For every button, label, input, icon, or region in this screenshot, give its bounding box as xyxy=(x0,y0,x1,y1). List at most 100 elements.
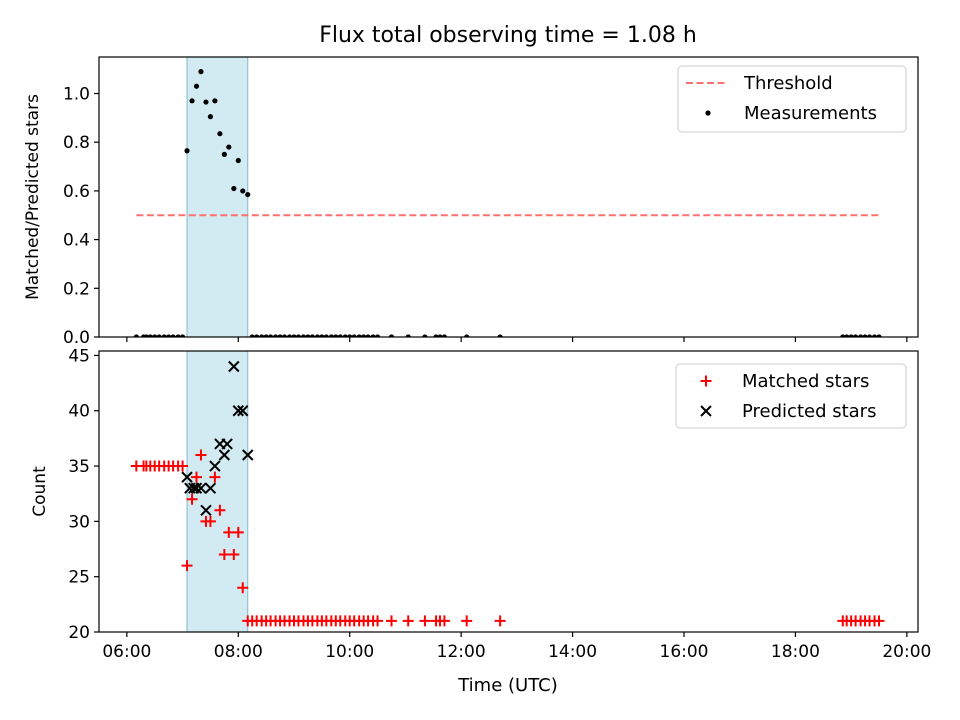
data-point xyxy=(184,148,190,154)
data-point xyxy=(177,460,189,472)
legend-marker xyxy=(700,405,712,417)
data-point xyxy=(441,334,448,337)
data-point xyxy=(245,191,251,198)
data-point xyxy=(876,334,882,337)
data-point xyxy=(295,334,302,337)
series-predicted-stars xyxy=(181,360,254,517)
series-matched-stars xyxy=(130,449,885,627)
data-point xyxy=(291,334,297,337)
legend-box xyxy=(677,65,907,133)
data-point xyxy=(351,334,357,337)
data-point xyxy=(273,334,279,337)
observing-window-shade xyxy=(186,56,249,338)
data-point xyxy=(175,334,181,337)
y-tick-label: 0.2 xyxy=(63,279,90,299)
data-point xyxy=(223,526,235,538)
data-point xyxy=(848,334,854,337)
data-point xyxy=(161,334,167,337)
x-tick-label: 18:00 xyxy=(771,642,820,662)
data-point xyxy=(305,334,311,337)
data-point xyxy=(853,334,859,337)
data-point xyxy=(212,98,218,104)
x-tick-label: 16:00 xyxy=(660,642,709,662)
data-points xyxy=(133,69,882,337)
data-point xyxy=(195,482,207,494)
data-point xyxy=(195,449,207,461)
data-point xyxy=(422,334,428,337)
data-point xyxy=(277,334,283,337)
y-tick-label: 0.0 xyxy=(63,328,90,348)
count-panel: 06:00 08:00 10:00 12:00 14:00 16:00 18:00 20:00… xyxy=(30,346,931,662)
data-point xyxy=(402,615,414,627)
data-point xyxy=(217,131,223,137)
legend-label: Predicted stars xyxy=(742,401,876,422)
data-point xyxy=(204,515,216,527)
data-point xyxy=(193,83,200,89)
y-tick-label: 0.6 xyxy=(63,182,90,202)
data-point xyxy=(388,334,395,337)
data-point xyxy=(309,334,315,337)
data-point xyxy=(237,582,249,594)
data-point xyxy=(186,493,198,505)
data-point xyxy=(181,560,193,572)
data-point xyxy=(166,334,172,337)
data-point xyxy=(209,460,221,472)
y-tick-label: 25 xyxy=(68,568,90,588)
legend: Matched stars Predicted stars xyxy=(675,363,907,429)
x-tick-label: 06:00 xyxy=(102,642,151,662)
series-measurements xyxy=(133,69,882,337)
data-point xyxy=(218,549,230,561)
data-point xyxy=(249,334,255,337)
data-point xyxy=(372,615,384,627)
legend-box xyxy=(675,363,907,429)
data-point xyxy=(254,334,260,337)
data-point xyxy=(361,334,367,337)
legend: Threshold Measurements xyxy=(677,65,907,133)
data-point xyxy=(347,334,353,337)
data-point xyxy=(844,334,850,337)
data-point xyxy=(314,334,320,337)
data-point xyxy=(323,334,329,337)
data-point xyxy=(497,334,503,337)
y-tick-label: 0.8 xyxy=(63,133,90,153)
data-point xyxy=(181,471,193,483)
x-tick-label: 08:00 xyxy=(214,642,263,662)
data-point xyxy=(147,334,153,337)
data-point xyxy=(337,334,343,337)
data-point xyxy=(209,471,221,483)
data-point xyxy=(438,615,450,627)
y-tick-label: 40 xyxy=(68,402,90,422)
data-point xyxy=(221,151,227,157)
data-point xyxy=(218,449,231,461)
legend-label: Threshold xyxy=(743,73,833,94)
data-point xyxy=(319,334,325,337)
axes-frame xyxy=(98,350,919,633)
data-point xyxy=(198,69,204,75)
data-point xyxy=(259,334,265,337)
data-point xyxy=(873,615,885,627)
data-point xyxy=(240,188,246,194)
data-point xyxy=(840,334,846,337)
data-point xyxy=(191,471,202,483)
data-point xyxy=(133,334,139,337)
data-point xyxy=(207,114,214,120)
data-point xyxy=(179,334,186,337)
y-tick-label: 1.0 xyxy=(63,85,90,105)
data-point xyxy=(365,334,371,337)
legend-marker xyxy=(700,375,712,387)
data-point xyxy=(203,99,209,105)
x-tick-label: 10:00 xyxy=(325,642,374,662)
data-point xyxy=(232,405,244,417)
data-point xyxy=(152,334,158,337)
x-tick-label: 14:00 xyxy=(548,642,597,662)
data-point xyxy=(204,482,217,494)
data-point xyxy=(286,334,293,337)
data-point xyxy=(328,334,334,337)
y-tick-label: 35 xyxy=(68,457,90,477)
data-point xyxy=(374,334,381,337)
data-point xyxy=(228,360,240,373)
data-point xyxy=(866,334,873,337)
data-point xyxy=(858,334,864,337)
x-axis-label: Time (UTC) xyxy=(457,675,558,696)
